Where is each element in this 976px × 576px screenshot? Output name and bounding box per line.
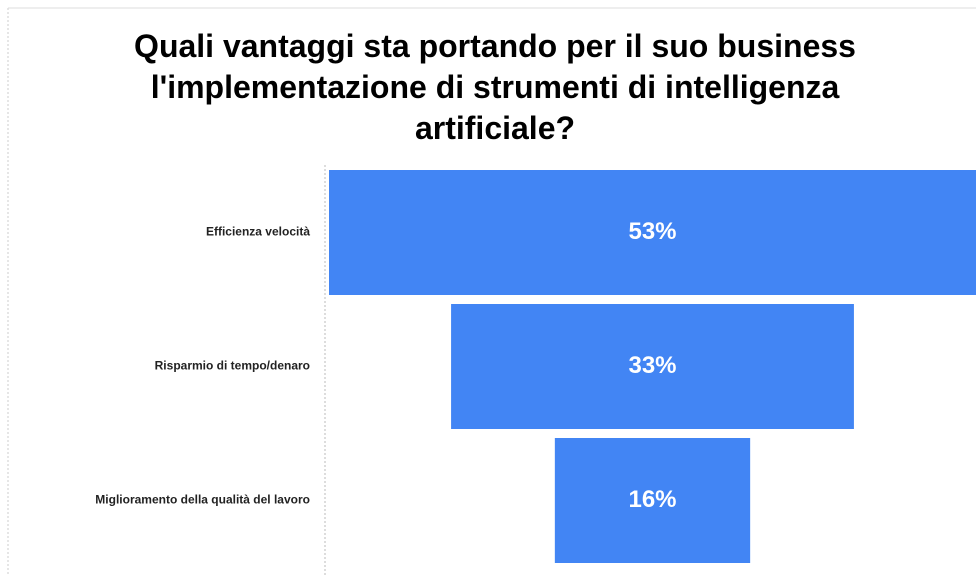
value-label: 16% bbox=[628, 486, 676, 513]
category-label: Miglioramento della qualità del lavoro bbox=[95, 493, 310, 507]
funnel-bar bbox=[554, 438, 751, 563]
chart-title: Quali vantaggi sta portando per il suo b… bbox=[134, 28, 856, 146]
value-label: 53% bbox=[628, 218, 676, 245]
value-label: 33% bbox=[628, 352, 676, 379]
funnel-bar bbox=[451, 304, 854, 429]
category-label: Efficienza velocità bbox=[206, 225, 310, 239]
funnel-bar bbox=[329, 170, 976, 295]
category-label: Risparmio di tempo/denaro bbox=[155, 359, 310, 373]
